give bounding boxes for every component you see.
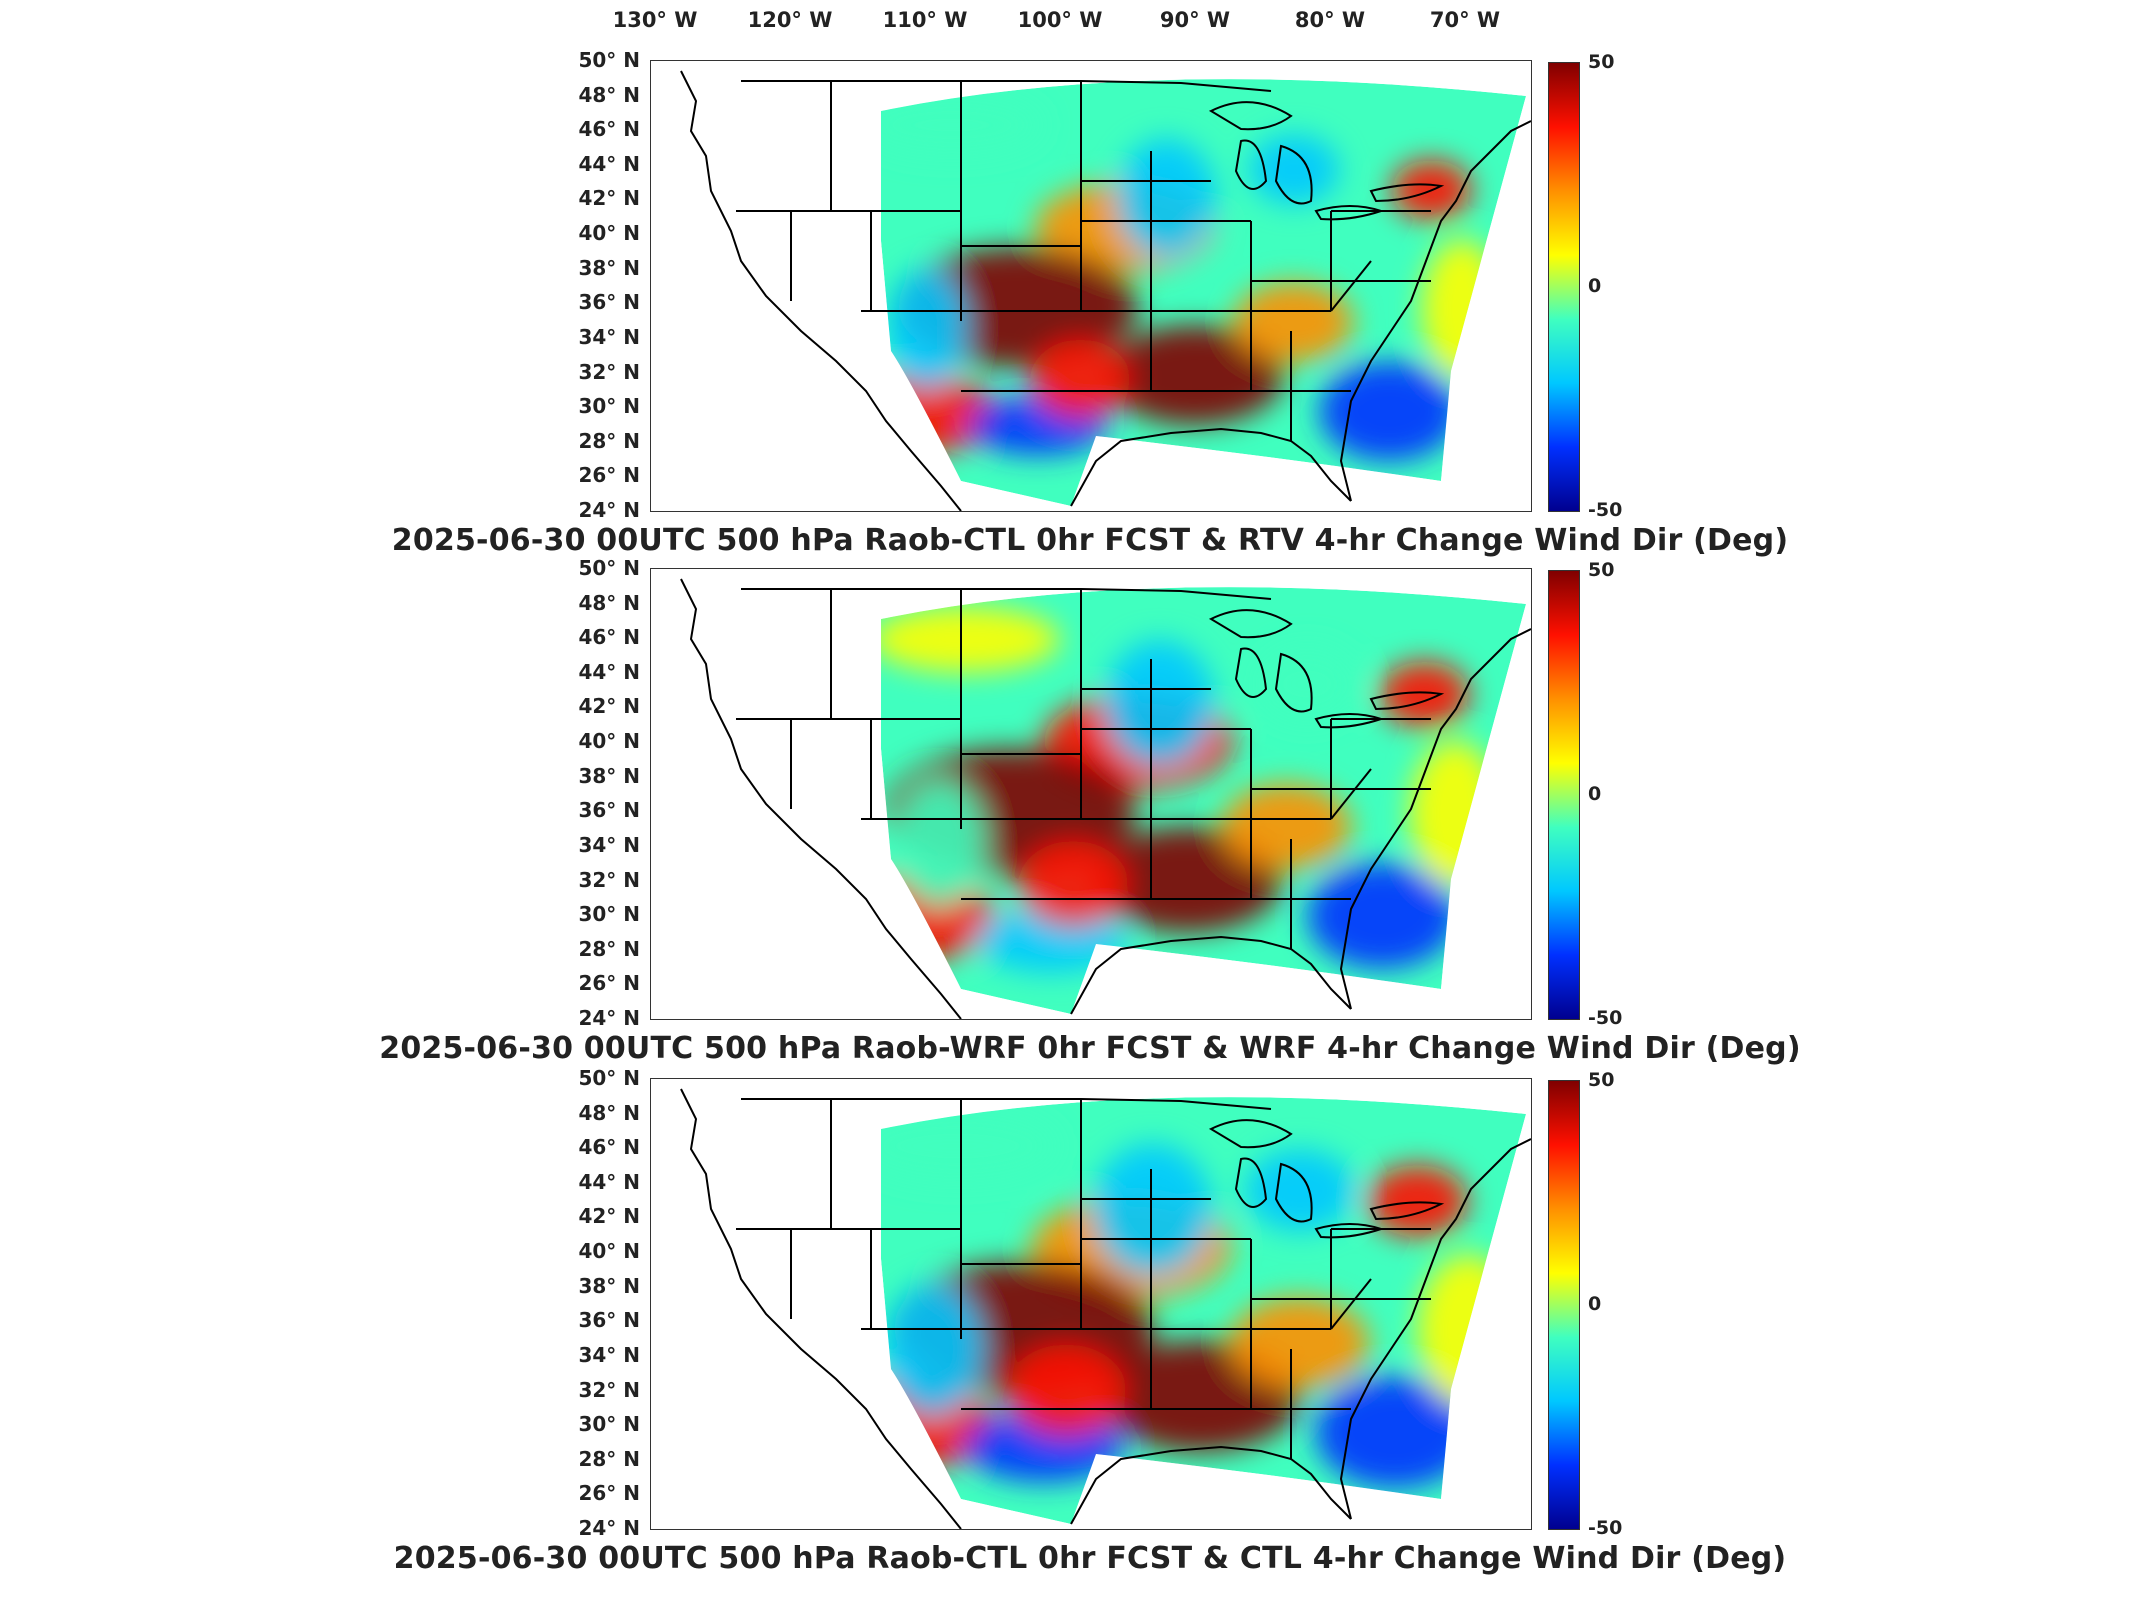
lat-label: 40° N — [578, 221, 640, 246]
lat-label: 24° N — [578, 498, 640, 522]
lat-label: 42° N — [578, 186, 640, 211]
colorbar-mid-label: 0 — [1588, 275, 1602, 297]
lon-label-70w: 70° W — [1429, 8, 1501, 32]
wind-field — [881, 1097, 1526, 1524]
colorbar-mid-label: 0 — [1588, 783, 1602, 805]
lat-label: 46° N — [578, 625, 640, 650]
panel-title: 2025-06-30 00UTC 500 hPa Raob-CTL 0hr FC… — [393, 1541, 1787, 1576]
state-borders — [680, 1088, 1531, 1529]
wind-field — [881, 79, 1526, 506]
lat-label: 40° N — [578, 729, 640, 754]
panel-title: 2025-06-30 00UTC 500 hPa Raob-CTL 0hr FC… — [391, 523, 1789, 558]
lat-label: 44° N — [578, 659, 640, 684]
lat-label: 36° N — [578, 798, 640, 823]
colorbar — [1548, 62, 1580, 512]
lat-label: 42° N — [578, 1204, 640, 1229]
lat-label: 32° N — [578, 867, 640, 892]
panel-title: 2025-06-30 00UTC 500 hPa Raob-WRF 0hr FC… — [379, 1031, 1801, 1066]
lat-label: 50° N — [578, 1066, 640, 1090]
lat-label: 34° N — [578, 324, 640, 349]
colorbar-min-label: -50 — [1588, 1007, 1623, 1029]
map-canvas — [680, 578, 1531, 1019]
lat-label: 26° N — [578, 463, 640, 488]
lat-label: 50° N — [578, 556, 640, 580]
lat-label: 42° N — [578, 694, 640, 719]
lat-label: 38° N — [578, 763, 640, 788]
map-canvas — [680, 70, 1531, 511]
lat-label: 24° N — [578, 1006, 640, 1030]
lat-label: 46° N — [578, 1135, 640, 1160]
colorbar — [1548, 570, 1580, 1020]
lat-label: 46° N — [578, 117, 640, 142]
colorbar-min-label: -50 — [1588, 1517, 1623, 1539]
lon-label-90w: 90° W — [1159, 8, 1231, 32]
longitude-axis: 130° W 120° W 110° W 100° W 90° W 80° W … — [0, 0, 2133, 40]
lat-label: 44° N — [578, 1169, 640, 1194]
colorbar-max-label: 50 — [1588, 1069, 1615, 1091]
map-panel-3: 50° N 48° N 46° N 44° N 42° N 40° N 38° N 36° N… — [0, 1066, 2133, 1588]
colorbar-max-label: 50 — [1588, 559, 1615, 581]
wind-direction-map — [650, 60, 1532, 512]
wind-field — [881, 587, 1526, 1014]
lat-label: 36° N — [578, 1308, 640, 1333]
lat-label: 32° N — [578, 1377, 640, 1402]
lat-label: 48° N — [578, 82, 640, 107]
lon-label-130w: 130° W — [612, 8, 698, 32]
lat-label: 34° N — [578, 832, 640, 857]
lat-label: 48° N — [578, 1100, 640, 1125]
lon-label-110w: 110° W — [882, 8, 968, 32]
lat-label: 50° N — [578, 48, 640, 72]
lat-label: 44° N — [578, 151, 640, 176]
map-canvas — [680, 1088, 1531, 1529]
lat-label: 28° N — [578, 1446, 640, 1471]
lat-label: 38° N — [578, 1273, 640, 1298]
lat-label: 28° N — [578, 428, 640, 453]
lat-label: 30° N — [578, 394, 640, 419]
lat-label: 30° N — [578, 902, 640, 927]
lat-label: 24° N — [578, 1516, 640, 1540]
state-borders — [680, 578, 1531, 1019]
lon-label-100w: 100° W — [1017, 8, 1103, 32]
lat-label: 30° N — [578, 1412, 640, 1437]
lat-label: 32° N — [578, 359, 640, 384]
wind-direction-map — [650, 568, 1532, 1020]
lat-label: 38° N — [578, 255, 640, 280]
lat-label: 34° N — [578, 1342, 640, 1367]
colorbar-min-label: -50 — [1588, 499, 1623, 521]
lat-label: 48° N — [578, 590, 640, 615]
lat-label: 26° N — [578, 1481, 640, 1506]
lon-label-120w: 120° W — [747, 8, 833, 32]
lat-label: 26° N — [578, 971, 640, 996]
map-panel-1: 50° N 48° N 46° N 44° N 42° N 40° N 38° N 36° N… — [0, 48, 2133, 570]
lat-label: 36° N — [578, 290, 640, 315]
colorbar — [1548, 1080, 1580, 1530]
colorbar-max-label: 50 — [1588, 51, 1615, 73]
lon-label-80w: 80° W — [1294, 8, 1366, 32]
map-panel-2: 50° N 48° N 46° N 44° N 42° N 40° N 38° N 36° N… — [0, 556, 2133, 1078]
lat-label: 40° N — [578, 1239, 640, 1264]
wind-direction-map — [650, 1078, 1532, 1530]
lat-label: 28° N — [578, 936, 640, 961]
colorbar-mid-label: 0 — [1588, 1293, 1602, 1315]
state-borders — [680, 70, 1531, 511]
